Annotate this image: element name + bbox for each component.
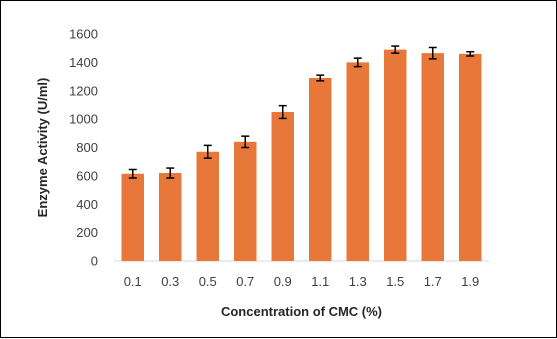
x-tick-label: 1.9 xyxy=(461,274,479,289)
error-bar-1.5 xyxy=(391,45,400,54)
error-bar-0.3 xyxy=(166,167,175,179)
bar-0.5 xyxy=(196,151,219,261)
x-tick-labels: 0.1 0.3 0.5 0.7 0.9 1.1 1.3 1.5 1.7 1.9 xyxy=(124,274,480,289)
y-axis-title: Enzyme Activity (U/ml) xyxy=(35,78,50,218)
y-tick-labels: 0 200 400 600 800 1000 1200 1400 1600 xyxy=(69,27,98,269)
error-bar-0.5 xyxy=(203,144,212,159)
bar-1.3 xyxy=(346,62,369,261)
bar-0.7 xyxy=(234,141,257,261)
bar-0.1 xyxy=(121,173,144,261)
error-bars xyxy=(128,45,475,179)
y-tick-label: 600 xyxy=(76,168,98,183)
y-tick-label: 1200 xyxy=(69,83,98,98)
x-tick-label: 1.5 xyxy=(386,274,404,289)
error-bar-1.1 xyxy=(316,74,325,82)
x-tick-label: 0.3 xyxy=(161,274,179,289)
x-axis-title: Concentration of CMC (%) xyxy=(221,304,382,319)
error-bar-1.3 xyxy=(353,57,362,68)
y-tick-label: 800 xyxy=(76,140,98,155)
x-tick-label: 1.7 xyxy=(424,274,442,289)
x-tick-label: 1.3 xyxy=(349,274,367,289)
bar-1.9 xyxy=(459,53,482,261)
y-tick-label: 0 xyxy=(91,254,98,269)
error-bar-0.7 xyxy=(241,135,250,149)
y-tick-label: 200 xyxy=(76,225,98,240)
x-tick-label: 0.9 xyxy=(274,274,292,289)
bar-1.5 xyxy=(384,49,407,262)
x-tick-label: 0.1 xyxy=(124,274,142,289)
bars xyxy=(121,49,482,262)
y-tick-label: 1400 xyxy=(69,55,98,70)
error-bar-1.7 xyxy=(428,46,437,60)
error-bar-0.1 xyxy=(128,168,137,179)
error-bar-1.9 xyxy=(466,50,475,57)
error-bar-0.9 xyxy=(278,104,287,120)
y-tick-label: 1600 xyxy=(69,27,98,42)
x-tick-label: 0.5 xyxy=(199,274,217,289)
y-tick-label: 1000 xyxy=(69,112,98,127)
bar-0.3 xyxy=(159,173,182,261)
bar-1.1 xyxy=(309,77,332,261)
x-tick-label: 1.1 xyxy=(311,274,329,289)
y-tick-label: 400 xyxy=(76,197,98,212)
bar-1.7 xyxy=(421,53,444,262)
x-tick-label: 0.7 xyxy=(236,274,254,289)
bar-0.9 xyxy=(271,112,294,261)
